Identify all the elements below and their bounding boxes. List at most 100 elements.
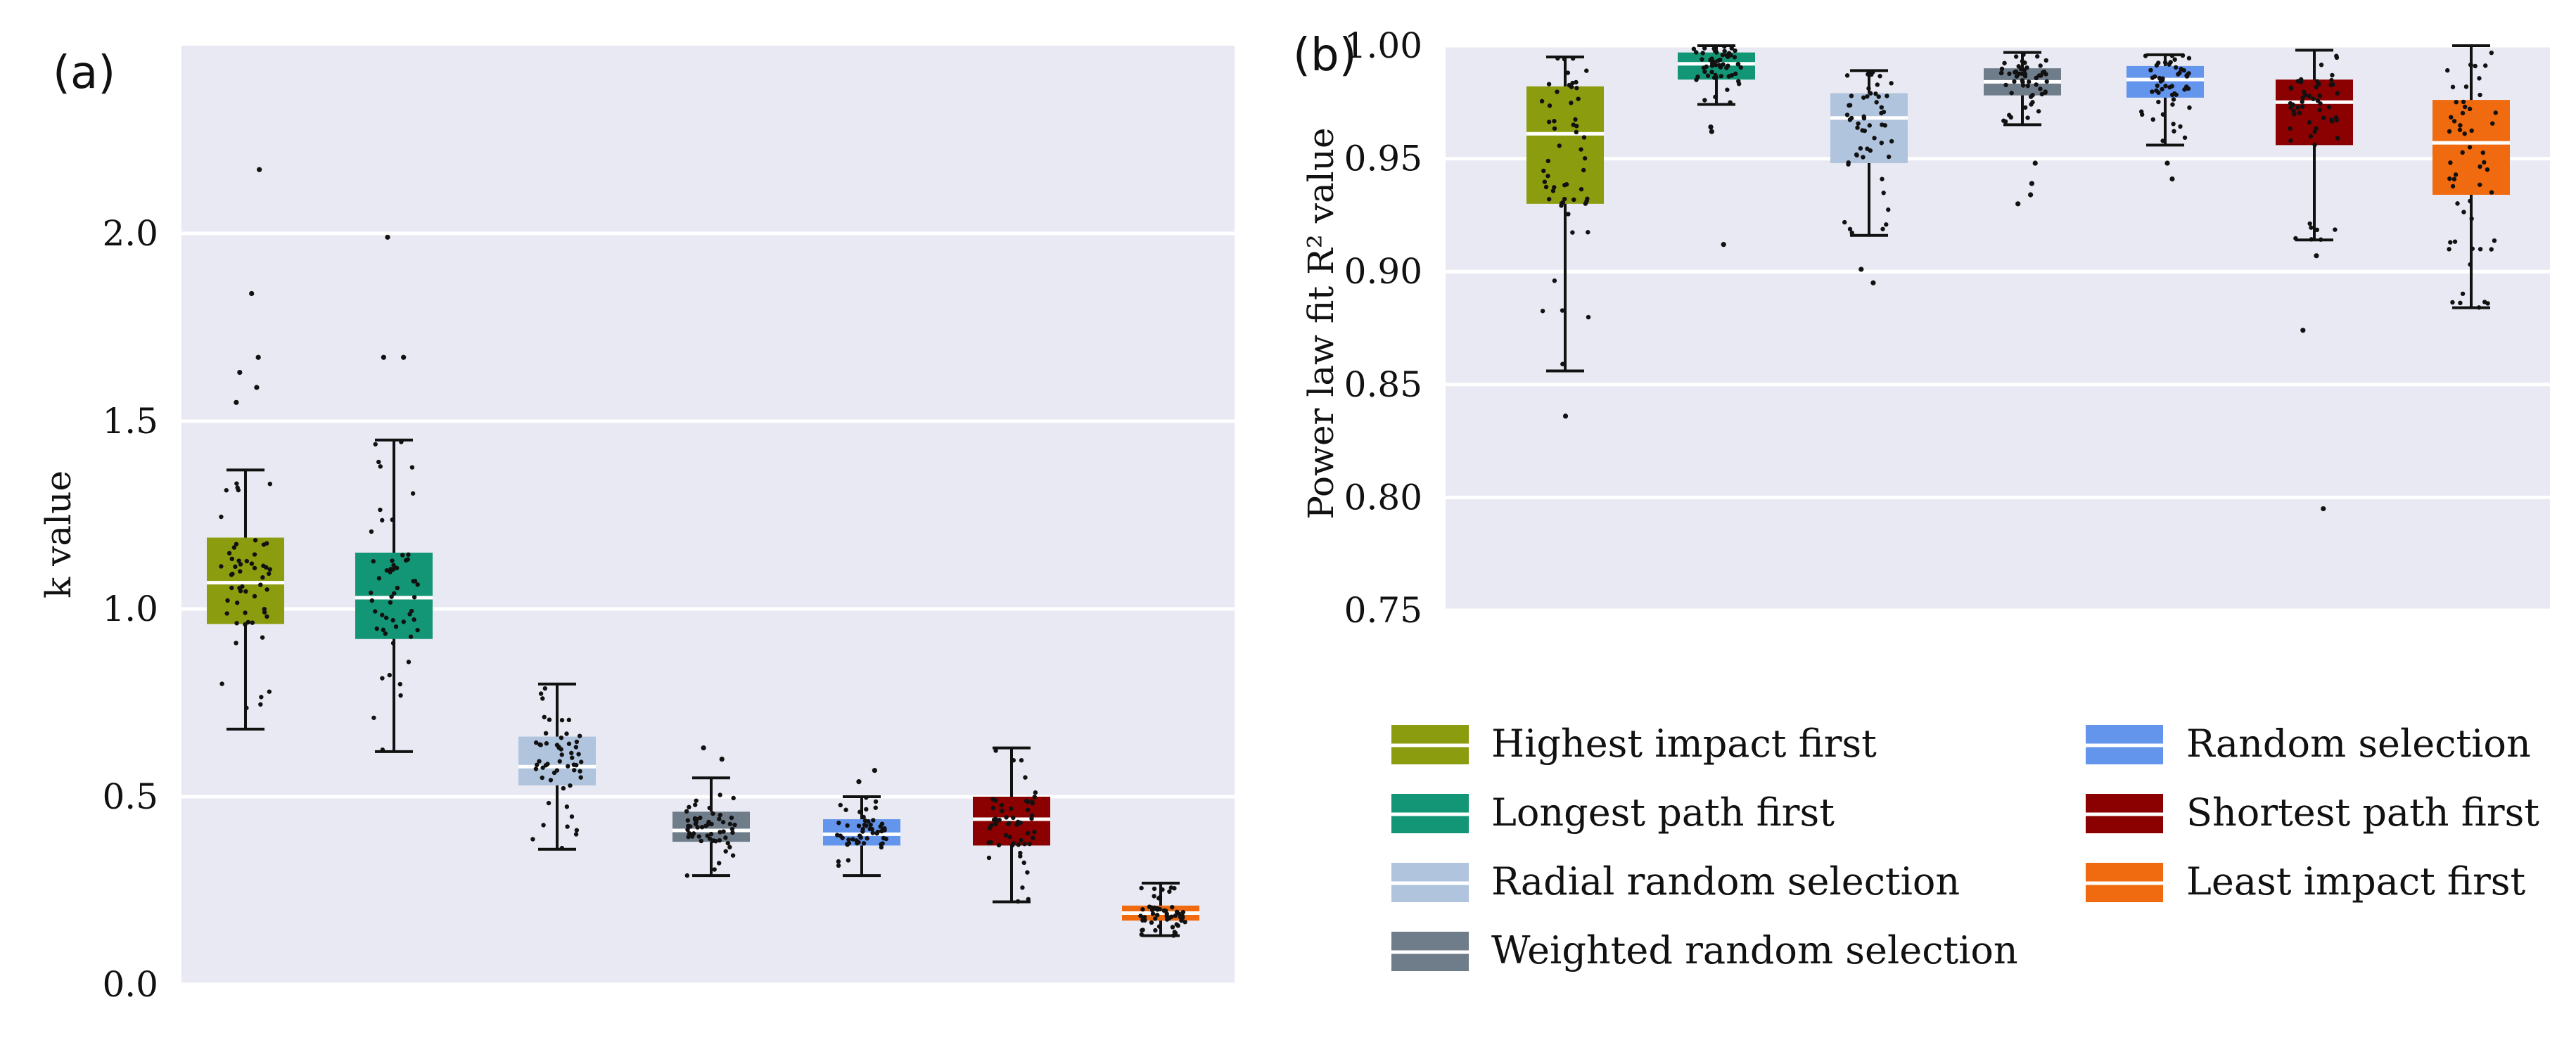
data-point [2317, 93, 2322, 98]
data-point [1880, 176, 1885, 181]
data-point [1849, 230, 1854, 236]
data-point [1862, 128, 1868, 134]
outlier-point [2321, 506, 2326, 512]
data-point [2492, 238, 2497, 243]
data-point [229, 572, 234, 577]
data-point [572, 768, 577, 773]
data-point [710, 811, 715, 816]
data-point [573, 832, 579, 837]
data-point [564, 731, 569, 736]
data-point [1015, 899, 1021, 904]
data-point [1018, 850, 1023, 856]
data-point [1998, 70, 2004, 76]
data-point [1167, 889, 1172, 894]
data-point [874, 830, 879, 836]
data-point [1725, 87, 1730, 92]
data-point [1032, 830, 1037, 835]
data-point [1854, 153, 1859, 158]
y-tick-label: 0.90 [1344, 251, 1422, 292]
data-point [850, 837, 855, 842]
data-point [687, 804, 691, 810]
data-point [1880, 122, 1885, 127]
data-point [571, 762, 577, 767]
data-point [2025, 115, 2030, 120]
outlier-point [2314, 253, 2319, 259]
data-point [383, 615, 389, 620]
data-point [387, 672, 393, 678]
data-point [2012, 79, 2017, 84]
data-point [1570, 80, 1575, 86]
data-point [1546, 197, 1552, 202]
data-point [530, 837, 535, 842]
data-point [1733, 48, 1737, 53]
data-point [1886, 154, 1892, 160]
data-point [716, 861, 722, 866]
outlier-point [1721, 242, 1726, 248]
data-point [1718, 57, 1723, 63]
box-random-selection [2127, 53, 2204, 182]
data-point [2307, 120, 2312, 125]
data-point [378, 464, 383, 469]
y-tick-label: 2.0 [102, 213, 158, 254]
data-point [252, 552, 257, 557]
data-point [1152, 894, 1156, 899]
data-point [2448, 160, 2453, 165]
data-point [412, 595, 417, 600]
outlier-point [2032, 160, 2038, 166]
data-point [2478, 182, 2482, 187]
box-highest-impact-first [207, 167, 284, 731]
data-point [1138, 913, 1143, 918]
data-point [1876, 94, 1881, 99]
data-point [846, 840, 852, 846]
data-point [2158, 79, 2164, 84]
data-point [390, 617, 395, 623]
data-point [2462, 104, 2468, 110]
data-point [688, 824, 693, 829]
data-point [2003, 82, 2008, 88]
data-point [390, 517, 395, 522]
data-point [1570, 230, 1575, 235]
data-point [544, 741, 549, 746]
outlier-point [2015, 201, 2021, 207]
data-point [2460, 291, 2466, 296]
data-point [693, 821, 699, 826]
data-point [1031, 835, 1035, 840]
data-point [264, 565, 269, 570]
data-point [2335, 136, 2340, 141]
data-point [687, 831, 692, 836]
data-point [1029, 799, 1035, 804]
data-point [546, 800, 551, 806]
data-point [2478, 247, 2483, 252]
data-point [559, 752, 564, 757]
data-point [1179, 918, 1184, 923]
data-point [873, 805, 878, 810]
data-point [727, 821, 733, 827]
data-point [1156, 924, 1162, 929]
data-point [244, 558, 249, 564]
data-point [2477, 76, 2482, 81]
outlier-point [1708, 124, 1714, 130]
data-point [2143, 53, 2148, 58]
data-point [727, 845, 732, 849]
data-point [2311, 96, 2316, 101]
data-point [401, 619, 407, 624]
data-point [1569, 84, 1574, 89]
data-point [867, 826, 872, 832]
data-point [712, 867, 717, 872]
legend-label: Weighted random selection [1491, 928, 2018, 972]
data-point [1724, 53, 1729, 58]
data-point [705, 833, 710, 838]
data-point [374, 626, 379, 631]
data-point [243, 622, 248, 627]
data-point [1694, 50, 1699, 55]
data-point [2458, 300, 2463, 306]
panel-b: (b) Power law fit R² value 0.75 0.80 0.85 0… [1293, 25, 2550, 631]
data-point [1562, 196, 1567, 202]
box-least-impact-first [2432, 44, 2510, 310]
data-point [2476, 305, 2482, 310]
data-point [1571, 197, 1576, 203]
data-point [996, 842, 1002, 848]
data-point [2489, 247, 2494, 252]
data-point [2170, 102, 2175, 107]
